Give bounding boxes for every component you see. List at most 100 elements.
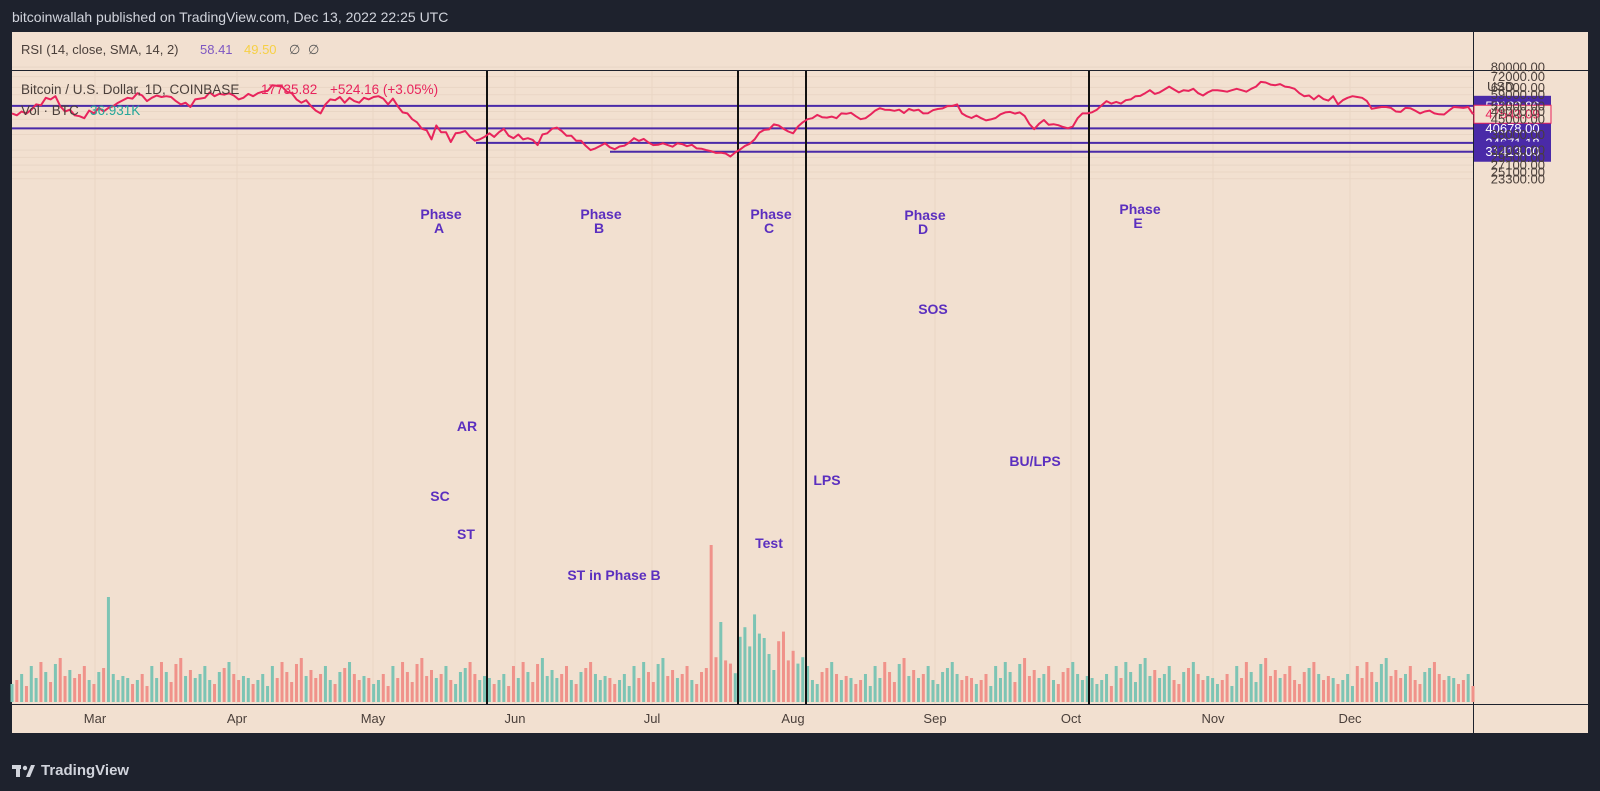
volume-bar-149	[728, 663, 732, 702]
price-tick-4[interactable]: 52000.00	[1491, 99, 1545, 114]
volume-bar-82	[405, 672, 409, 702]
month-tick-0[interactable]: Mar	[84, 711, 107, 726]
price-tick-3[interactable]: 59000.00	[1491, 87, 1545, 102]
price-tick-12[interactable]: 23300.00	[1491, 171, 1545, 186]
volume-bar-148	[724, 660, 728, 702]
volume-bar-126	[618, 680, 622, 702]
price-axis[interactable]: 80000.0072000.0064000.0059000.0052000.00…	[1491, 60, 1545, 187]
volume-bar-226	[1100, 680, 1104, 702]
price-tick-6[interactable]: 45000.00	[1491, 112, 1545, 127]
price-tick-9[interactable]: 29500.00	[1491, 150, 1545, 165]
volume-bar-99	[487, 678, 491, 702]
price-tick-2[interactable]: 64000.00	[1491, 80, 1545, 95]
volume-bar-254	[1235, 666, 1239, 702]
volume-bar-299	[1452, 678, 1456, 702]
price-tick-7[interactable]: 38000.00	[1491, 127, 1545, 142]
price-tick-11[interactable]: 25100.00	[1491, 165, 1545, 180]
volume-bar-62	[309, 670, 313, 702]
volume-bar-9	[53, 664, 57, 702]
month-tick-3[interactable]: Jun	[505, 711, 526, 726]
phase-title-3: Phase	[904, 207, 945, 223]
volume-bar-67	[333, 684, 337, 702]
month-tick-7[interactable]: Oct	[1061, 711, 1082, 726]
volume-bar-107	[526, 672, 530, 702]
annotation-7: BU/LPS	[1009, 453, 1060, 469]
volume-bar-7	[44, 672, 48, 702]
volume-bar-80	[396, 678, 400, 702]
volume-bar-211	[1027, 676, 1031, 702]
volume-bar-178	[868, 686, 872, 702]
volume-bar-248	[1206, 676, 1210, 702]
volume-bar-76	[376, 680, 380, 702]
volume-bar-138	[675, 678, 679, 702]
volume-bar-20	[106, 597, 110, 702]
volume-bar-294	[1428, 668, 1432, 702]
volume-bar-292	[1418, 684, 1422, 702]
volume-bar-121	[593, 674, 597, 702]
volume-bar-166	[810, 680, 814, 702]
volume-bar-235	[1143, 658, 1147, 702]
volume-bar-112	[550, 670, 554, 702]
price-tick-8[interactable]: 32000.00	[1491, 143, 1545, 158]
month-tick-8[interactable]: Nov	[1201, 711, 1225, 726]
volume-bar-162	[791, 650, 795, 702]
volume-bar-56	[280, 662, 284, 702]
volume-bar-246	[1196, 674, 1200, 702]
price-tick-1[interactable]: 72000.00	[1491, 69, 1545, 84]
volume-bar-183	[892, 682, 896, 702]
volume-bar-218	[1061, 672, 1065, 702]
rsi-axis-pane	[1474, 32, 1588, 70]
volume-bar-95	[468, 662, 472, 702]
volume-bar-15	[82, 666, 86, 702]
month-tick-1[interactable]: Apr	[227, 711, 248, 726]
volume-bar-33	[169, 682, 173, 702]
volume-bar-137	[671, 670, 675, 702]
time-axis[interactable]: Mar Apr May Jun Jul Aug Sep Oct Nov Dec	[84, 711, 1362, 726]
volume-bar-131	[642, 662, 646, 702]
volume-bar-94	[463, 668, 467, 702]
price-tick-10[interactable]: 27100.00	[1491, 158, 1545, 173]
volume-bar-222	[1080, 680, 1084, 702]
volume-bar-45	[227, 662, 231, 702]
volume-bar-70	[348, 662, 352, 702]
price-chart[interactable]: RSI (14, close, SMA, 14, 2) 58.41 49.50 …	[0, 0, 1600, 760]
volume-bar-234	[1138, 664, 1142, 702]
volume-bar-161	[786, 660, 790, 702]
volume-bar-238	[1158, 678, 1162, 702]
volume-bar-105	[516, 678, 520, 702]
volume-bar-273	[1326, 676, 1330, 702]
month-tick-4[interactable]: Jul	[644, 711, 661, 726]
volume-bar-213	[1037, 678, 1041, 702]
price-tick-0[interactable]: 80000.00	[1491, 60, 1545, 75]
month-tick-9[interactable]: Dec	[1338, 711, 1362, 726]
rsi-extra2: ∅	[308, 42, 319, 57]
volume-bar-283	[1375, 682, 1379, 702]
volume-bar-49	[246, 678, 250, 702]
month-tick-5[interactable]: Aug	[781, 711, 804, 726]
tradingview-brand[interactable]: TradingView	[12, 762, 129, 779]
price-tick-5[interactable]: 49000.00	[1491, 104, 1545, 119]
volume-bar-169	[825, 668, 829, 702]
volume-bar-159	[777, 641, 781, 702]
corner-pane	[1474, 705, 1588, 733]
volume-bar-271	[1317, 674, 1321, 702]
volume-bar-298	[1447, 676, 1451, 702]
volume-bar-198	[965, 676, 969, 702]
month-tick-2[interactable]: May	[361, 711, 386, 726]
volume-bar-295	[1432, 662, 1436, 702]
volume-bar-229	[1114, 666, 1118, 702]
month-tick-6[interactable]: Sep	[923, 711, 946, 726]
volume-bar-0	[10, 684, 14, 702]
last-price: 17735.82	[261, 82, 317, 97]
volume-bar-266	[1293, 680, 1297, 702]
volume-bar-188	[916, 678, 920, 702]
volume-bar-98	[483, 676, 487, 702]
volume-bar-16	[87, 680, 91, 702]
volume-bar-249	[1211, 678, 1215, 702]
phase-letter-2: C	[764, 220, 774, 236]
volume-bar-224	[1090, 678, 1094, 702]
volume-bar-75	[372, 684, 376, 702]
volume-bar-36	[184, 676, 188, 702]
volume-bar-181	[883, 662, 887, 702]
